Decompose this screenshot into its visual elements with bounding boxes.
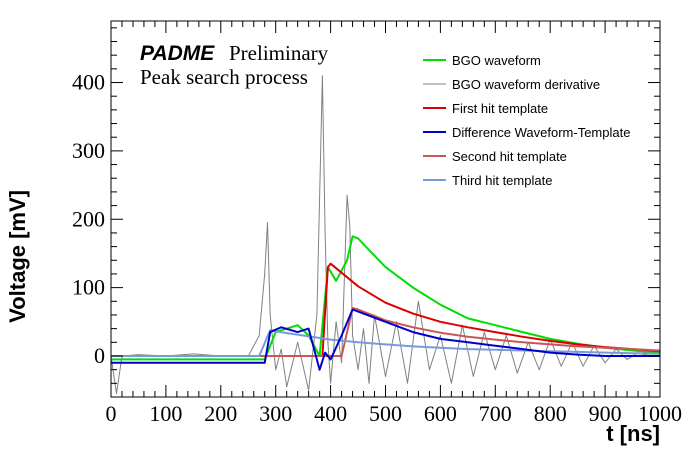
- series-line-first-hit-template: [111, 262, 661, 357]
- y-tick-label: 0: [94, 343, 105, 368]
- x-tick-label: 200: [204, 401, 237, 426]
- y-tick-label: 100: [72, 275, 105, 300]
- x-axis-title: t [ns]: [606, 421, 660, 446]
- legend-label: Third hit template: [452, 173, 552, 188]
- preliminary-text: Preliminary: [229, 41, 329, 65]
- x-tick-label: 700: [479, 401, 512, 426]
- x-tick-label: 600: [424, 401, 457, 426]
- x-tick-label: 0: [106, 401, 117, 426]
- subtitle-text: Peak search process: [140, 65, 308, 89]
- x-tick-label: 300: [259, 401, 292, 426]
- legend-label: Second hit template: [452, 149, 567, 164]
- x-tick-label: 500: [369, 401, 402, 426]
- x-tick-label: 400: [314, 401, 347, 426]
- legend-label: First hit template: [452, 101, 548, 116]
- series-line-bgo-waveform-derivative: [110, 75, 660, 395]
- series-layer: [110, 75, 661, 395]
- x-tick-label: 1000: [638, 401, 682, 426]
- legend: BGO waveform BGO waveform derivative First…: [423, 53, 630, 188]
- x-tick-label: 900: [589, 401, 622, 426]
- y-tick-label: 300: [72, 138, 105, 163]
- tick-labels-layer: 0 100 200 300 400 500 600 700 800 900 1000 0 100 200 3…: [72, 70, 682, 426]
- y-axis-title: Voltage [mV]: [5, 190, 30, 323]
- y-tick-label: 200: [72, 206, 105, 231]
- brand-text: PADME: [140, 42, 215, 65]
- legend-label: Difference Waveform-Template: [452, 125, 630, 140]
- ticks-layer: [110, 21, 661, 397]
- series-line-difference-waveform-template: [111, 308, 660, 371]
- y-tick-label: 400: [72, 70, 105, 95]
- x-tick-label: 100: [149, 401, 182, 426]
- legend-label: BGO waveform: [452, 53, 541, 68]
- legend-label: BGO waveform derivative: [452, 77, 600, 92]
- series-line-second-hit-template: [111, 307, 661, 357]
- x-tick-label: 800: [534, 401, 567, 426]
